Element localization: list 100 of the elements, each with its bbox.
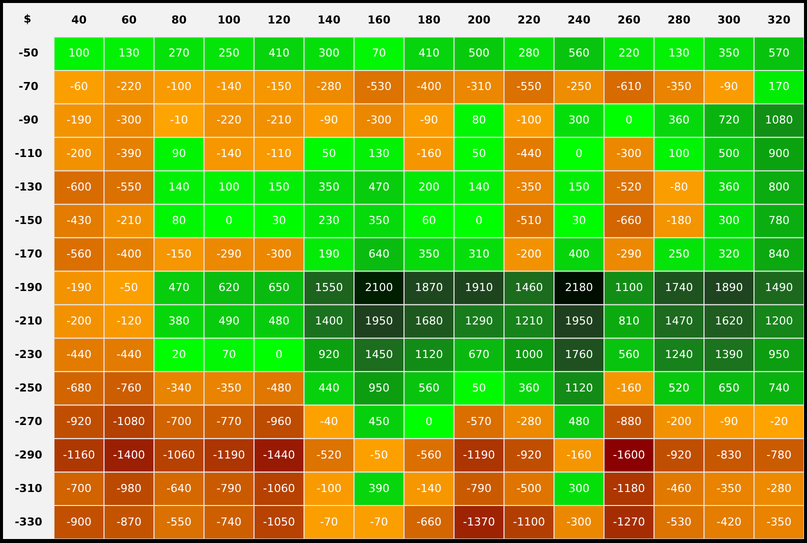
data-label: -350 <box>766 515 792 528</box>
data-label: 650 <box>268 281 290 294</box>
data-label: -560 <box>66 248 92 261</box>
data-label: -920 <box>666 448 692 462</box>
data-label: -340 <box>166 381 192 394</box>
data-label: 200 <box>418 180 440 194</box>
data-label: -440 <box>516 147 542 160</box>
y-tick-label: -330 <box>14 515 43 528</box>
data-label: -280 <box>766 482 792 495</box>
x-tick-label: 200 <box>468 14 491 26</box>
data-label: -50 <box>370 448 388 462</box>
data-label: -660 <box>616 214 642 228</box>
data-label: 950 <box>368 381 390 394</box>
data-label: -390 <box>116 147 142 160</box>
data-label: 640 <box>368 248 390 261</box>
data-label: -610 <box>616 80 642 94</box>
y-tick-label: -290 <box>14 448 43 462</box>
data-label: 720 <box>718 114 740 127</box>
data-label: -1190 <box>213 448 245 462</box>
data-label: 1400 <box>315 314 343 328</box>
data-label: -440 <box>66 348 92 361</box>
data-label: -120 <box>116 314 142 328</box>
y-tick-label: -190 <box>14 281 43 294</box>
x-tick-label: 320 <box>768 14 791 26</box>
data-label: 390 <box>368 482 390 495</box>
data-label: -980 <box>116 482 142 495</box>
data-label: 650 <box>718 381 740 394</box>
y-tick-label: -110 <box>14 147 43 160</box>
data-label: 2100 <box>365 281 393 294</box>
data-label: -600 <box>66 180 92 194</box>
data-label: 1760 <box>565 348 593 361</box>
x-tick-label: 160 <box>368 14 391 26</box>
data-label: -830 <box>716 448 742 462</box>
data-label: 920 <box>318 348 340 361</box>
data-label: -250 <box>566 80 592 94</box>
data-label: 130 <box>118 46 140 60</box>
data-label: 360 <box>668 114 690 127</box>
data-label: -100 <box>516 114 542 127</box>
data-label: -290 <box>216 248 242 261</box>
data-label: 350 <box>418 248 440 261</box>
y-tick-label: -170 <box>14 248 43 261</box>
data-label: 0 <box>226 214 232 228</box>
data-label: 1290 <box>465 314 493 328</box>
data-label: 1240 <box>665 348 693 361</box>
data-label: 1910 <box>465 281 493 294</box>
data-label: 130 <box>668 46 690 60</box>
data-label: -680 <box>66 381 92 394</box>
data-label: -700 <box>166 414 192 428</box>
data-label: -350 <box>666 80 692 94</box>
data-label: 560 <box>568 46 590 60</box>
data-label: -200 <box>516 248 542 261</box>
y-tick-label: -230 <box>14 348 43 361</box>
data-label: -1050 <box>263 515 295 528</box>
data-label: 440 <box>318 381 340 394</box>
data-label: 500 <box>468 46 490 60</box>
data-label: 190 <box>318 248 340 261</box>
data-label: -740 <box>216 515 242 528</box>
data-label: -1060 <box>263 482 295 495</box>
data-label: 50 <box>322 147 336 160</box>
data-label: -760 <box>116 381 142 394</box>
data-label: -90 <box>720 80 738 94</box>
data-label: 1740 <box>665 281 693 294</box>
data-label: -310 <box>466 80 492 94</box>
data-label: 300 <box>718 214 740 228</box>
y-axis-title: $ <box>24 12 32 26</box>
data-label: 250 <box>218 46 240 60</box>
data-label: 520 <box>668 381 690 394</box>
x-tick-label: 100 <box>218 14 241 26</box>
data-label: 310 <box>468 248 490 261</box>
data-label: 0 <box>426 414 432 428</box>
data-label: -1370 <box>463 515 495 528</box>
y-tick-label: -70 <box>18 80 39 94</box>
data-label: -530 <box>666 515 692 528</box>
data-label: 350 <box>318 180 340 194</box>
y-tick-label: -310 <box>14 482 43 495</box>
data-label: 670 <box>468 348 490 361</box>
data-label: -960 <box>266 414 292 428</box>
data-label: -700 <box>66 482 92 495</box>
data-label: 950 <box>768 348 790 361</box>
data-label: 740 <box>768 381 790 394</box>
data-label: 1000 <box>515 348 543 361</box>
y-tick-label: -150 <box>14 214 43 228</box>
data-label: 90 <box>172 147 186 160</box>
data-label: 840 <box>768 248 790 261</box>
data-label: 30 <box>272 214 286 228</box>
data-label: 150 <box>568 180 590 194</box>
data-label: 800 <box>768 180 790 194</box>
data-label: 780 <box>768 214 790 228</box>
data-label: -500 <box>516 482 542 495</box>
data-label: -1080 <box>113 414 145 428</box>
data-label: 100 <box>68 46 90 60</box>
data-label: 320 <box>718 248 740 261</box>
data-label: -1270 <box>613 515 645 528</box>
data-label: 100 <box>218 180 240 194</box>
x-tick-label: 180 <box>418 14 441 26</box>
data-label: 1550 <box>315 281 343 294</box>
data-label: -140 <box>416 482 442 495</box>
data-label: 80 <box>472 114 486 127</box>
data-label: 150 <box>268 180 290 194</box>
data-label: 1890 <box>715 281 743 294</box>
